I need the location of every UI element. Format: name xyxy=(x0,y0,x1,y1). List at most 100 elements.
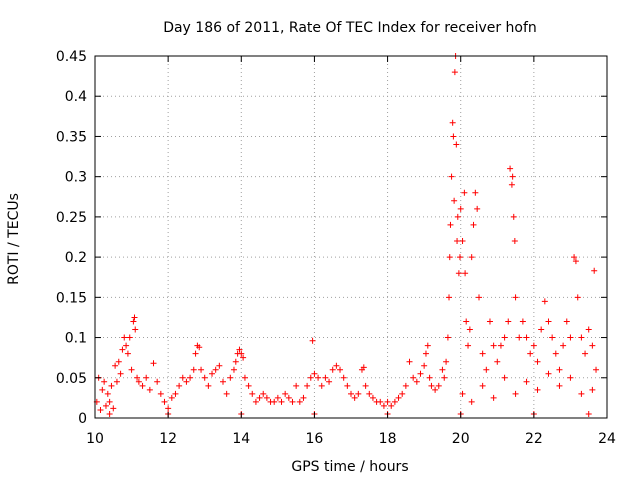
x-tick-label: 10 xyxy=(86,431,104,447)
data-point xyxy=(113,378,120,385)
data-point xyxy=(326,378,333,385)
data-point xyxy=(589,386,596,393)
data-point xyxy=(591,267,598,274)
data-point xyxy=(486,318,493,325)
data-point xyxy=(549,334,556,341)
y-tick-label: 0.25 xyxy=(56,210,87,226)
data-point xyxy=(241,374,248,381)
data-point xyxy=(263,394,270,401)
data-point xyxy=(523,334,530,341)
data-point xyxy=(507,165,514,172)
data-point xyxy=(578,334,585,341)
data-point xyxy=(227,374,234,381)
data-point xyxy=(377,398,384,405)
data-point xyxy=(117,370,124,377)
data-point xyxy=(516,334,523,341)
data-point xyxy=(426,374,433,381)
data-point xyxy=(406,358,413,365)
data-point xyxy=(190,366,197,373)
data-point xyxy=(582,350,589,357)
data-point xyxy=(446,294,453,301)
data-point xyxy=(523,378,530,385)
data-point xyxy=(304,382,311,389)
data-point xyxy=(293,382,300,389)
data-point xyxy=(474,205,481,212)
data-point xyxy=(132,326,139,333)
data-point xyxy=(571,254,578,261)
data-point xyxy=(455,270,462,277)
data-point xyxy=(446,254,453,261)
data-point xyxy=(508,181,515,188)
data-point xyxy=(453,141,460,148)
data-point xyxy=(108,382,115,389)
data-point xyxy=(282,390,289,397)
data-point xyxy=(223,390,230,397)
data-point xyxy=(179,374,186,381)
data-point xyxy=(574,294,581,301)
data-point xyxy=(572,258,579,265)
data-point xyxy=(131,314,138,321)
data-point xyxy=(479,350,486,357)
data-point xyxy=(278,398,285,405)
data-point xyxy=(285,394,292,401)
data-point xyxy=(360,364,367,371)
data-point xyxy=(245,382,252,389)
data-point xyxy=(459,390,466,397)
data-point xyxy=(450,133,457,140)
data-point xyxy=(399,390,406,397)
data-point xyxy=(509,173,516,180)
y-tick-label: 0.35 xyxy=(56,129,87,145)
data-point xyxy=(545,370,552,377)
data-point xyxy=(236,346,243,353)
data-point xyxy=(126,334,133,341)
data-point xyxy=(505,318,512,325)
x-tick-label: 20 xyxy=(452,431,470,447)
data-point xyxy=(461,189,468,196)
data-point xyxy=(384,398,391,405)
data-point xyxy=(104,390,111,397)
data-point xyxy=(444,334,451,341)
data-point xyxy=(157,390,164,397)
data-points xyxy=(93,53,600,417)
data-point xyxy=(318,382,325,389)
data-point xyxy=(161,398,168,405)
x-tick-label: 12 xyxy=(159,431,177,447)
data-point xyxy=(123,342,130,349)
data-point xyxy=(556,366,563,373)
data-point xyxy=(380,402,387,409)
data-point xyxy=(260,390,267,397)
data-point xyxy=(154,378,161,385)
data-point xyxy=(274,394,281,401)
data-point xyxy=(402,382,409,389)
data-point xyxy=(130,318,137,325)
data-point xyxy=(483,366,490,373)
data-point xyxy=(421,362,428,369)
data-point xyxy=(329,366,336,373)
chart-title: Day 186 of 2011, Rate Of TEC Index for r… xyxy=(163,20,537,36)
data-point xyxy=(497,342,504,349)
data-point xyxy=(534,358,541,365)
data-point xyxy=(417,370,424,377)
data-point xyxy=(146,386,153,393)
data-point xyxy=(112,362,119,369)
data-point xyxy=(187,374,194,381)
data-point xyxy=(567,374,574,381)
data-point xyxy=(468,398,475,405)
data-point xyxy=(340,374,347,381)
data-point xyxy=(289,398,296,405)
data-point xyxy=(447,221,454,228)
y-tick-label: 0.1 xyxy=(65,331,87,347)
data-point xyxy=(441,374,448,381)
data-point xyxy=(585,410,592,417)
data-point xyxy=(534,386,541,393)
data-point xyxy=(476,294,482,301)
data-point xyxy=(468,254,475,261)
axis-ticks: 0 0.05 0.1 0.15 0.2 0.25 0.3 0.35 0.4 0.45 10 12 14 1… xyxy=(56,49,616,447)
data-point xyxy=(470,221,477,228)
data-point xyxy=(311,370,318,377)
data-point xyxy=(530,342,537,349)
data-point xyxy=(435,382,442,389)
data-point xyxy=(527,350,534,357)
data-point xyxy=(216,362,223,369)
